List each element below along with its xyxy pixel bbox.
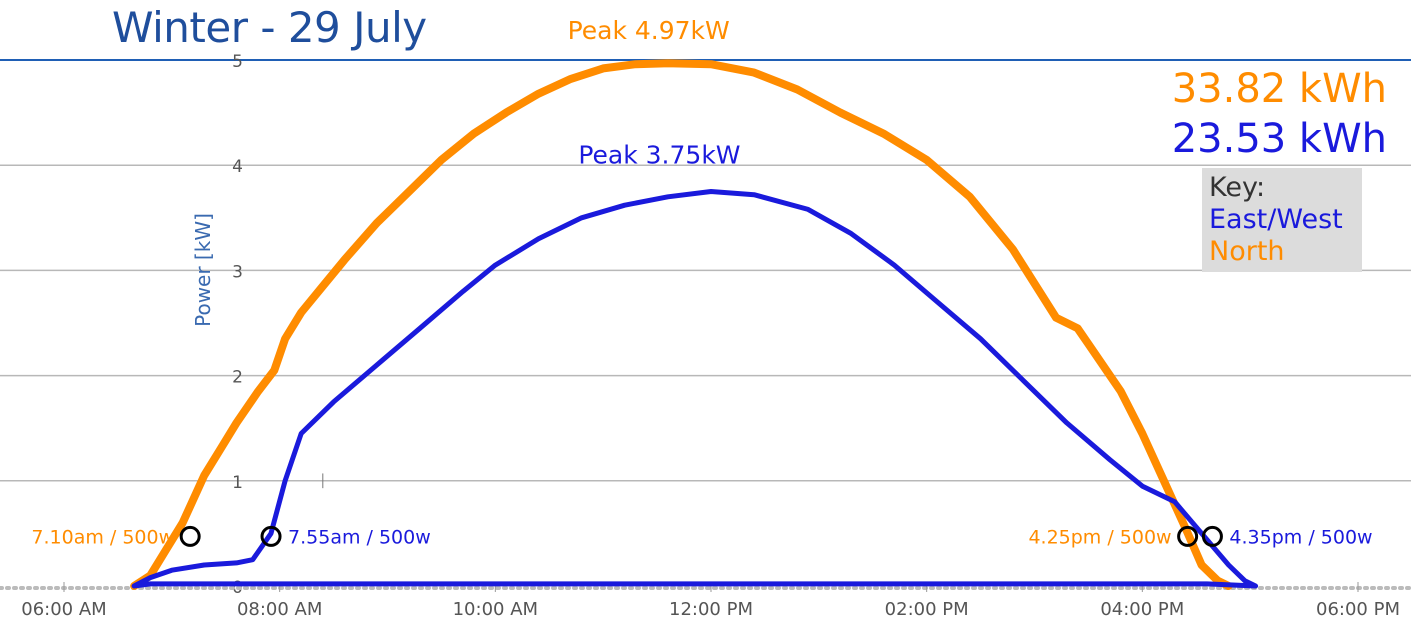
series-lines xyxy=(130,59,1259,590)
legend-item-eastwest: East/West xyxy=(1209,204,1343,235)
eastwest-total-energy: 23.53 kWh xyxy=(1171,116,1387,162)
threshold-label-eastwest-0: 7.55am / 500w xyxy=(288,526,431,548)
y-axis-label: Power [kW] xyxy=(191,213,215,327)
threshold-label-eastwest-1: 4.35pm / 500w xyxy=(1229,526,1372,548)
threshold-marker-eastwest-1 xyxy=(1201,525,1223,547)
threshold-marker-north-1 xyxy=(1177,525,1199,547)
x-tick-label-12: 12:00 PM xyxy=(669,599,753,620)
x-tick-label-8: 08:00 AM xyxy=(237,599,322,620)
x-tick-label-14: 02:00 PM xyxy=(885,599,969,620)
threshold-markers xyxy=(179,525,1223,547)
threshold-marker-eastwest-0 xyxy=(260,525,282,547)
legend-item-north: North xyxy=(1209,236,1285,267)
y-tick-label-3: 3 xyxy=(232,262,243,282)
peak-label-eastwest: Peak 3.75kW xyxy=(578,141,740,170)
y-tick-label-2: 2 xyxy=(232,368,243,388)
chart-title: Winter - 29 July xyxy=(112,3,427,52)
chart-labels: Power [kW] Peak 4.97kW 7.10am / 500w 4.25pm… xyxy=(31,16,1372,548)
grid-lines xyxy=(0,59,1411,482)
north-total-energy: 33.82 kWh xyxy=(1171,66,1387,112)
threshold-label-north-0: 7.10am / 500w xyxy=(31,526,174,548)
peak-label-north: Peak 4.97kW xyxy=(568,16,730,45)
threshold-marker-north-0 xyxy=(179,525,201,547)
series-line-north xyxy=(130,59,1233,590)
series-line-eastwest xyxy=(131,189,1259,589)
x-tick-label-10: 10:00 AM xyxy=(453,599,538,620)
legend-heading: Key: xyxy=(1209,172,1266,203)
x-tick-label-18: 06:00 PM xyxy=(1316,599,1400,620)
y-tick-label-4: 4 xyxy=(232,157,243,177)
x-tick-label-16: 04:00 PM xyxy=(1100,599,1184,620)
y-tick-label-5: 5 xyxy=(232,52,243,72)
threshold-label-north-1: 4.25pm / 500w xyxy=(1028,526,1171,548)
legend-key: Key: East/West North xyxy=(1202,168,1362,272)
y-tick-label-1: 1 xyxy=(232,473,243,493)
x-tick-label-6: 06:00 AM xyxy=(21,599,106,620)
